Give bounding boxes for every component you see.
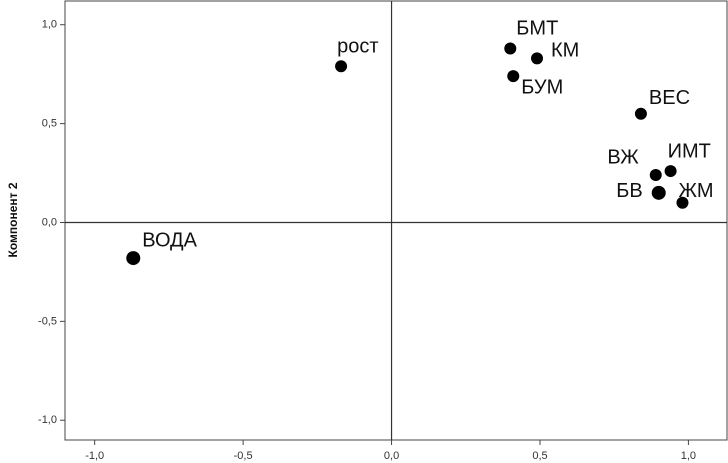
x-tick-label: -1,0 (85, 450, 104, 462)
point-label: ИМТ (668, 140, 711, 162)
y-tick-label: -1,0 (38, 414, 57, 426)
point-label: ВОДА (142, 229, 197, 251)
x-tick-label: 0,5 (532, 450, 547, 462)
y-tick-label: 0,5 (42, 118, 57, 130)
point (531, 52, 544, 65)
point-label: БВ (616, 180, 642, 202)
point-label: ЖМ (678, 180, 713, 202)
point (649, 169, 662, 182)
point (664, 165, 677, 178)
plot-frame (64, 0, 728, 441)
point-label: ВЕС (649, 87, 690, 109)
point (126, 251, 141, 266)
point-label: БМТ (516, 18, 558, 40)
y-tick-label: 1,0 (42, 19, 57, 31)
point (634, 107, 647, 120)
point-label: КМ (551, 40, 579, 62)
x-tick-label: -0,5 (234, 450, 253, 462)
point (651, 185, 666, 200)
point (504, 42, 517, 55)
y-tick-label: -0,5 (38, 315, 57, 327)
point-label: рост (337, 36, 378, 58)
point-label: ВЖ (607, 146, 639, 168)
point (335, 60, 348, 73)
point-label: БУМ (521, 76, 563, 98)
y-axis-label: Компонент 2 (6, 182, 20, 257)
y-tick-label: 0,0 (42, 216, 57, 228)
point (507, 70, 520, 83)
point (676, 196, 689, 209)
x-tick-label: 1,0 (681, 450, 696, 462)
x-tick-label: 0,0 (384, 450, 399, 462)
